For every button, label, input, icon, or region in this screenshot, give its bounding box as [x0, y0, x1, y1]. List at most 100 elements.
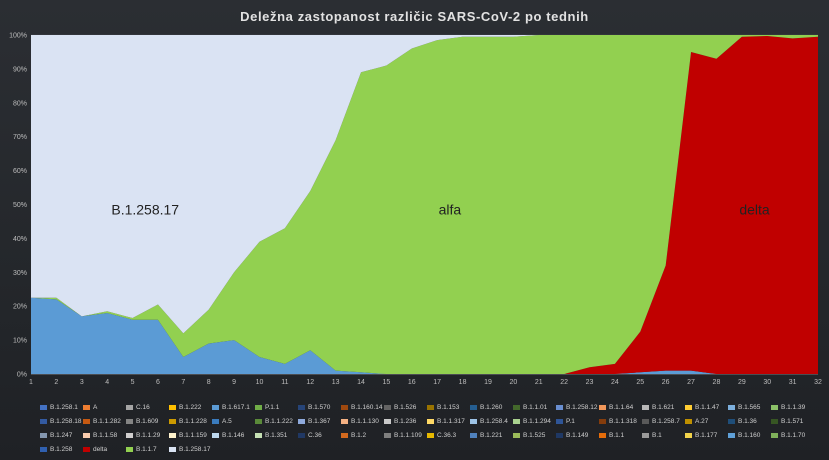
legend-label: B.1.260	[480, 403, 503, 411]
legend-swatch	[212, 404, 219, 410]
legend-item: B.1	[642, 428, 685, 442]
legend-label: B.1.525	[523, 431, 546, 439]
legend-item: B.1.609	[126, 414, 169, 428]
x-tick-label: 12	[306, 379, 314, 386]
legend-label: B.1.160.14	[351, 403, 383, 411]
region-labels: B.1.258.17 alfa delta	[111, 202, 770, 218]
legend-item: B.1.160.14	[341, 400, 384, 414]
legend-item: P.1	[556, 414, 599, 428]
legend-swatch	[169, 404, 176, 410]
legend-swatch	[212, 432, 219, 438]
legend-swatch	[642, 418, 649, 424]
legend-label: B.1.1.47	[695, 403, 720, 411]
legend-label: B.1.565	[738, 403, 761, 411]
legend-swatch	[169, 432, 176, 438]
y-tick-label: 100%	[9, 33, 27, 40]
legend-item: delta	[83, 442, 126, 456]
legend-swatch	[470, 432, 477, 438]
x-tick-label: 16	[408, 379, 416, 386]
x-tick-label: 32	[814, 379, 822, 386]
legend-label: B.1.221	[480, 431, 503, 439]
legend-item: B.1.351	[255, 428, 298, 442]
legend-label: B.1.247	[50, 431, 73, 439]
legend-label: B.1.222	[179, 403, 202, 411]
x-tick-label: 24	[611, 379, 619, 386]
x-tick-label: 20	[509, 379, 517, 386]
area-series-b-1-258-17	[31, 35, 818, 334]
legend-label: B.1.236	[394, 417, 417, 425]
area-series	[31, 35, 818, 375]
legend-item: B.1.617.1	[212, 400, 255, 414]
legend-item: B.1.621	[642, 400, 685, 414]
legend-swatch	[384, 432, 391, 438]
legend-label: C.16	[136, 403, 150, 411]
legend-swatch	[83, 404, 90, 410]
legend-label: A	[93, 403, 98, 411]
legend-label: B.1.1	[609, 431, 625, 439]
legend-swatch	[212, 418, 219, 424]
legend-swatch	[513, 432, 520, 438]
legend-swatch	[771, 432, 778, 438]
legend-label: B.1.258.17	[179, 445, 211, 453]
legend-swatch	[83, 418, 90, 424]
y-tick-label: 70%	[13, 134, 27, 141]
legend-item: B.1.526	[384, 400, 427, 414]
legend-item: P.1.1	[255, 400, 298, 414]
legend-swatch	[427, 404, 434, 410]
legend-item: B.1.1.7	[126, 442, 169, 456]
legend-label: B.1.146	[222, 431, 245, 439]
legend-label: B.1.258.4	[480, 417, 508, 425]
legend-item: B.1.1.318	[599, 414, 642, 428]
legend-label: B.1.36	[738, 417, 757, 425]
legend-item: B.1.177	[685, 428, 728, 442]
area-series-b-1-1-7	[31, 35, 818, 374]
legend-item: B.1.1.282	[83, 414, 126, 428]
y-tick-label: 30%	[13, 270, 27, 277]
y-axis-ticks: 0% 10% 20% 30% 40% 50% 60% 70% 80% 90% 100%	[9, 33, 27, 379]
legend-swatch	[255, 404, 262, 410]
legend-item: B.1.571	[771, 414, 814, 428]
legend-swatch	[126, 446, 133, 452]
legend-label: B.1.177	[695, 431, 718, 439]
legend-swatch	[642, 404, 649, 410]
x-axis-ticks: 1 2 3 4 5 6 7 8 9 10 11 12 13 14 15 16 17 18 19 20 21 22 23 24 2…	[29, 379, 822, 386]
legend-swatch	[685, 432, 692, 438]
legend-item: B.1.247	[40, 428, 83, 442]
legend-label: B.1.258	[50, 445, 73, 453]
legend-item: B.1.221	[470, 428, 513, 442]
legend-swatch	[298, 432, 305, 438]
legend-swatch	[40, 418, 47, 424]
legend-item: B.1.1	[599, 428, 642, 442]
legend-swatch	[126, 418, 133, 424]
x-tick-label: 21	[535, 379, 543, 386]
legend-label: P.1.1	[265, 403, 280, 411]
y-tick-label: 60%	[13, 168, 27, 175]
x-tick-label: 6	[156, 379, 160, 386]
legend-item: B.1.1.130	[341, 414, 384, 428]
x-tick-label: 13	[332, 379, 340, 386]
region-label: delta	[739, 202, 770, 218]
legend-label: B.1.1.317	[437, 417, 465, 425]
legend-label: B.1.1.130	[351, 417, 379, 425]
legend-swatch	[427, 418, 434, 424]
legend-swatch	[599, 418, 606, 424]
legend: B.1.258.1 A C.16 B.1.222 B.1.617.1 P.1.1 B.1.5…	[40, 400, 820, 458]
legend-swatch	[427, 432, 434, 438]
legend-item: B.1.1.109	[384, 428, 427, 442]
y-tick-label: 20%	[13, 304, 27, 311]
legend-swatch	[83, 432, 90, 438]
y-tick-label: 80%	[13, 100, 27, 107]
legend-swatch	[298, 418, 305, 424]
legend-item: B.1.1.317	[427, 414, 470, 428]
legend-label: B.1.1.58	[93, 431, 118, 439]
legend-label: B.1	[652, 431, 662, 439]
legend-item: B.1.1.39	[771, 400, 814, 414]
legend-swatch	[771, 404, 778, 410]
legend-label: B.1.1.159	[179, 431, 207, 439]
legend-item: B.1.570	[298, 400, 341, 414]
legend-label: B.1.258.18	[50, 417, 82, 425]
x-tick-label: 4	[105, 379, 109, 386]
x-tick-label: 31	[789, 379, 797, 386]
legend-label: B.1.1.70	[781, 431, 806, 439]
legend-swatch	[685, 418, 692, 424]
